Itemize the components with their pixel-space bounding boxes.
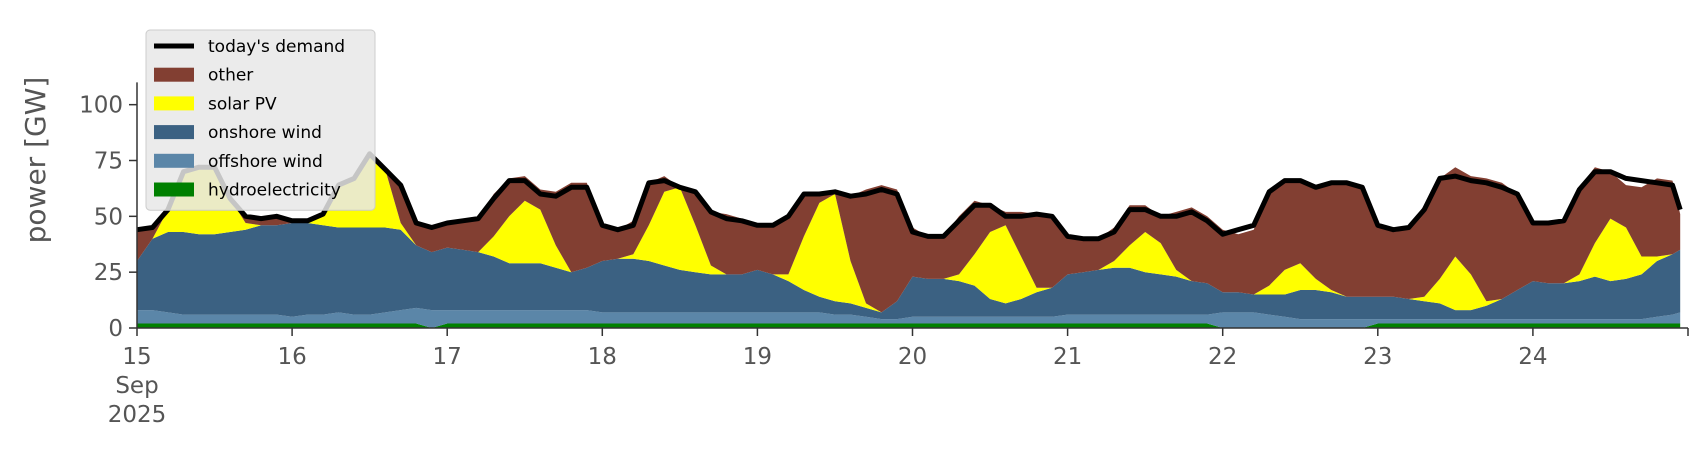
chart-legend: today's demand other solar PV onshore wind o… bbox=[145, 29, 376, 211]
legend-label-other: other bbox=[208, 66, 253, 86]
x-tick-label: 16 bbox=[277, 344, 306, 370]
x-tick-year: 2025 bbox=[108, 402, 167, 428]
legend-label-onshore: onshore wind bbox=[208, 123, 322, 143]
y-tick-label: 25 bbox=[94, 260, 123, 286]
legend-label-hydro: hydroelectricity bbox=[208, 181, 341, 201]
x-axis-ticks: 15 Sep 2025 16 17 18 19 20 21 22 23 24 bbox=[108, 328, 1689, 428]
legend-box bbox=[145, 29, 376, 211]
x-tick-label: 19 bbox=[743, 344, 772, 370]
legend-swatch-hydro bbox=[154, 182, 194, 197]
area-solar bbox=[137, 153, 1681, 313]
y-tick-label: 100 bbox=[79, 93, 123, 119]
legend-label-offshore: offshore wind bbox=[208, 152, 323, 172]
y-axis-ticks: 0 25 50 75 100 bbox=[79, 93, 137, 342]
x-tick-label: 15 bbox=[122, 344, 151, 370]
y-axis-title: power [GW] bbox=[19, 77, 52, 244]
legend-swatch-offshore bbox=[154, 153, 194, 168]
area-onshore bbox=[137, 223, 1681, 320]
x-tick-label: 20 bbox=[898, 344, 927, 370]
y-tick-label: 0 bbox=[108, 316, 123, 342]
legend-label-demand: today's demand bbox=[208, 37, 345, 57]
legend-swatch-onshore bbox=[154, 125, 194, 140]
x-tick-label: 23 bbox=[1363, 344, 1392, 370]
x-tick-label: 17 bbox=[433, 344, 462, 370]
area-hydro bbox=[137, 323, 1681, 328]
x-tick-label: 22 bbox=[1208, 344, 1237, 370]
x-tick-label: 24 bbox=[1518, 344, 1547, 370]
demand-line bbox=[136, 151, 1683, 242]
legend-swatch-other bbox=[154, 67, 194, 82]
legend-swatch-solar bbox=[154, 96, 194, 111]
x-tick-label: 18 bbox=[588, 344, 617, 370]
legend-label-solar: solar PV bbox=[208, 94, 277, 114]
stacked-area-layers bbox=[137, 153, 1681, 328]
area-offshore bbox=[137, 307, 1681, 328]
x-tick-label: 21 bbox=[1053, 344, 1082, 370]
y-tick-label: 50 bbox=[94, 204, 123, 230]
y-tick-label: 75 bbox=[94, 149, 123, 175]
x-tick-month: Sep bbox=[115, 373, 158, 399]
area-other bbox=[137, 153, 1681, 313]
demand-line-layer bbox=[136, 151, 1683, 242]
